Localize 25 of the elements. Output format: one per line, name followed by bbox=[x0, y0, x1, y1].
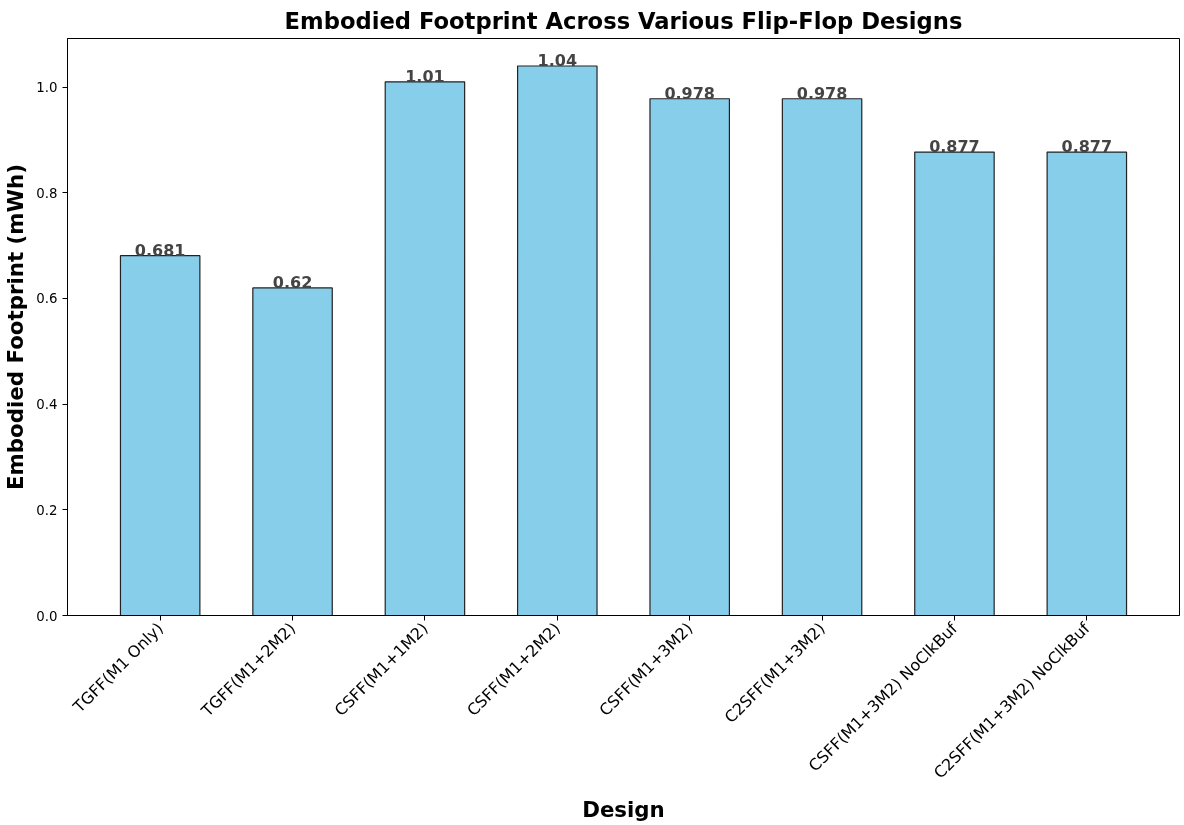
chart-title: Embodied Footprint Across Various Flip-Flop Designs bbox=[284, 7, 963, 34]
bar bbox=[1046, 151, 1128, 616]
data-label: 0.978 bbox=[664, 83, 715, 103]
y-tick-label: 0.4 bbox=[36, 397, 58, 413]
bar bbox=[649, 98, 730, 616]
y-tick-label: 0.0 bbox=[36, 608, 58, 624]
bar bbox=[252, 287, 333, 616]
y-tick-label: 1.0 bbox=[36, 80, 58, 96]
bar bbox=[384, 81, 466, 616]
data-label: 0.62 bbox=[272, 272, 313, 292]
y-tick-label: 0.6 bbox=[36, 291, 58, 307]
y-tick-label: 0.2 bbox=[36, 502, 58, 518]
data-label: 0.877 bbox=[1061, 137, 1113, 157]
y-axis-title: Embodied Footprint (mWh) bbox=[3, 164, 29, 490]
bar bbox=[119, 255, 201, 616]
data-label: 0.681 bbox=[134, 240, 186, 260]
bar bbox=[781, 98, 863, 616]
x-axis-title: Design bbox=[582, 797, 665, 823]
bar bbox=[914, 151, 995, 616]
y-tick-label: 0.8 bbox=[36, 185, 58, 201]
data-label: 0.978 bbox=[796, 83, 848, 103]
data-label: 1.04 bbox=[537, 50, 578, 70]
bar bbox=[517, 65, 598, 616]
data-label: 0.877 bbox=[929, 137, 980, 157]
data-label: 1.01 bbox=[405, 66, 445, 86]
